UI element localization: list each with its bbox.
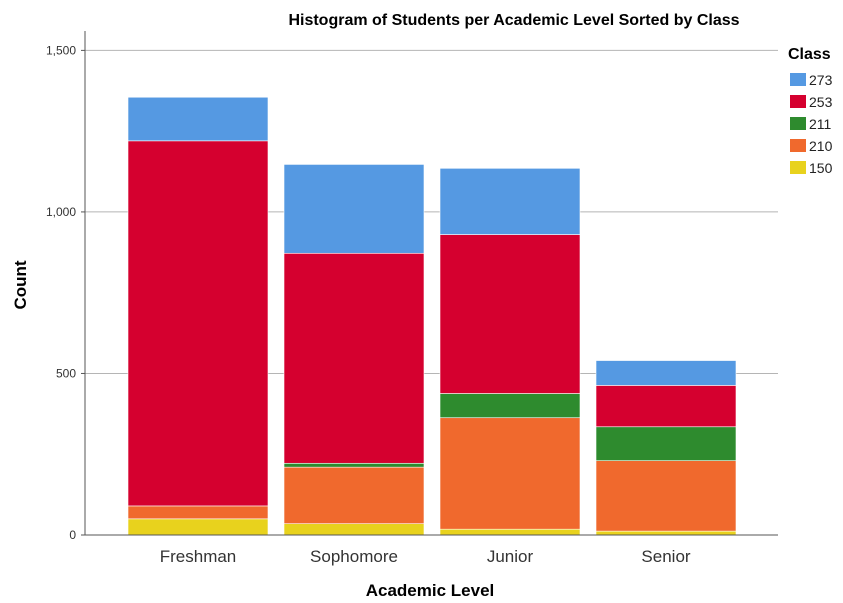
- x-tick-label: Sophomore: [310, 547, 398, 566]
- legend-title: Class: [788, 46, 831, 63]
- bar-segment-sophomore-211: [283, 462, 425, 468]
- axes: [84, 31, 778, 536]
- legend-swatch-273: [790, 73, 806, 86]
- legend: Class 273 253 211 210 150: [788, 46, 833, 176]
- x-axis-title: Academic Level: [366, 581, 495, 600]
- bar-segment-junior-150: [439, 528, 581, 536]
- bar-segment-junior-273: [439, 168, 581, 235]
- y-tick-label: 500: [56, 366, 76, 380]
- bar-segment-senior-150: [595, 530, 737, 536]
- legend-swatch-211: [790, 117, 806, 130]
- bar-segment-sophomore-150: [283, 523, 425, 536]
- legend-label: 210: [809, 138, 833, 154]
- x-tick-labels: Freshman Sophomore Junior Senior: [160, 547, 691, 566]
- bar-segment-junior-210: [439, 417, 581, 530]
- legend-label: 150: [809, 160, 833, 176]
- bars: [127, 96, 737, 536]
- x-tick-label: Freshman: [160, 547, 237, 566]
- y-axis-title: Count: [11, 260, 30, 309]
- legend-label: 273: [809, 72, 833, 88]
- bar-segment-junior-253: [439, 234, 581, 394]
- legend-swatch-210: [790, 139, 806, 152]
- y-tick-label: 0: [69, 528, 76, 542]
- bar-segment-sophomore-273: [283, 164, 425, 254]
- bar-segment-freshman-273: [127, 96, 269, 142]
- x-tick-label: Senior: [641, 547, 690, 566]
- bar-segment-freshman-253: [127, 140, 269, 507]
- bar-segment-sophomore-253: [283, 252, 425, 464]
- legend-swatch-253: [790, 95, 806, 108]
- legend-swatch-150: [790, 161, 806, 174]
- legend-items: 273 253 211 210 150: [790, 72, 833, 176]
- y-tick-labels: 0 500 1,000 1,500: [46, 43, 85, 542]
- bar-segment-sophomore-210: [283, 466, 425, 524]
- bar-segment-senior-273: [595, 360, 737, 386]
- x-tick-label: Junior: [487, 547, 534, 566]
- chart-title: Histogram of Students per Academic Level…: [288, 12, 739, 29]
- bar-segment-freshman-210: [127, 505, 269, 520]
- bar-segment-junior-211: [439, 393, 581, 419]
- bar-segment-freshman-150: [127, 518, 269, 536]
- bar-segment-senior-211: [595, 426, 737, 461]
- legend-label: 253: [809, 94, 833, 110]
- bar-segment-senior-253: [595, 385, 737, 428]
- y-tick-label: 1,500: [46, 43, 76, 57]
- legend-label: 211: [809, 116, 832, 132]
- bar-segment-senior-210: [595, 460, 737, 532]
- y-tick-label: 1,000: [46, 205, 76, 219]
